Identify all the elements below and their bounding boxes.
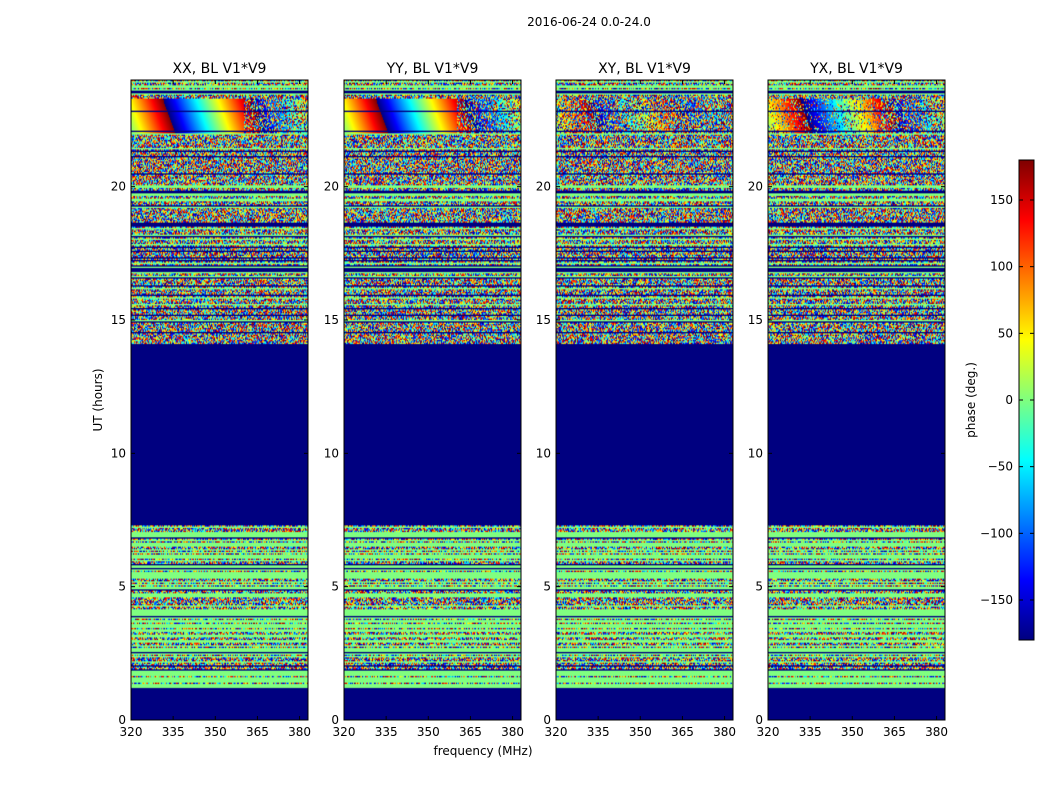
- y-tick-label: 20: [748, 180, 763, 194]
- y-tick-label: 10: [324, 446, 339, 460]
- x-tick-label: 350: [629, 725, 652, 739]
- x-tick-label: 380: [713, 725, 736, 739]
- x-tick-label: 350: [841, 725, 864, 739]
- x-tick-label: 380: [925, 725, 948, 739]
- y-tick-label: 10: [536, 446, 551, 460]
- x-tick-label: 335: [375, 725, 398, 739]
- y-tick-label: 5: [755, 580, 763, 594]
- y-tick-label: 0: [755, 713, 763, 727]
- panel-frame: [130, 79, 309, 721]
- x-tick-label: 365: [459, 725, 482, 739]
- y-tick-label: 0: [331, 713, 339, 727]
- x-tick-label: 320: [120, 725, 143, 739]
- panel-4: YX, BL V1*V9 320 335 350 365 380 0 5 10 15 20: [748, 61, 948, 739]
- colorbar-tick-label: 0: [1005, 393, 1013, 407]
- heatmap-image: [131, 80, 308, 720]
- y-tick-label: 5: [543, 580, 551, 594]
- heatmap-image: [556, 80, 733, 720]
- x-tick-label: 380: [288, 725, 311, 739]
- colorbar-tick-label: 150: [990, 193, 1013, 207]
- colorbar-tick-label: −100: [980, 526, 1013, 540]
- x-tick-label: 320: [545, 725, 568, 739]
- x-tick-label: 335: [799, 725, 822, 739]
- y-tick-label: 5: [331, 580, 339, 594]
- y-tick-label: 0: [118, 713, 126, 727]
- y-tick-label: 15: [324, 313, 339, 327]
- colorbar-tick-label: −150: [980, 593, 1013, 607]
- y-tick-label: 10: [111, 446, 126, 460]
- x-tick-label: 350: [204, 725, 227, 739]
- x-tick-label: 320: [333, 725, 356, 739]
- colorbar-tick-label: 50: [998, 326, 1013, 340]
- panel-frame: [767, 79, 946, 721]
- colorbar-tick-label: −50: [988, 460, 1013, 474]
- heatmap-image: [344, 80, 521, 720]
- colorbar-label: phase (deg.): [964, 362, 978, 438]
- panel-title: YY, BL V1*V9: [386, 61, 479, 77]
- y-tick-label: 0: [543, 713, 551, 727]
- y-tick-label: 20: [536, 180, 551, 194]
- panel-title: XY, BL V1*V9: [598, 61, 691, 77]
- x-tick-label: 365: [671, 725, 694, 739]
- x-tick-label: 380: [501, 725, 524, 739]
- y-tick-label: 5: [118, 580, 126, 594]
- x-tick-label: 335: [162, 725, 185, 739]
- y-axis-label: UT (hours): [91, 368, 105, 431]
- x-tick-label: 320: [757, 725, 780, 739]
- y-tick-label: 15: [748, 313, 763, 327]
- colorbar: 150 100 50 0 −50 −100 −150: [980, 159, 1035, 641]
- panel-frame: [343, 79, 522, 721]
- panel-frame: [555, 79, 734, 721]
- y-tick-label: 20: [111, 180, 126, 194]
- colorbar-tick-label: 100: [990, 260, 1013, 274]
- colorbar-gradient: [1019, 160, 1034, 640]
- x-axis-label: frequency (MHz): [433, 744, 532, 758]
- panel-1: XX, BL V1*V9 320 335 350 365 380 0 5 10 15 20: [111, 61, 311, 739]
- y-tick-label: 20: [324, 180, 339, 194]
- panel-2: YY, BL V1*V9 320 335 350 365 380 0 5 10 15 20: [324, 61, 524, 739]
- x-tick-label: 365: [883, 725, 906, 739]
- x-tick-label: 335: [587, 725, 610, 739]
- heatmap-image: [768, 80, 945, 720]
- panel-title: XX, BL V1*V9: [173, 61, 267, 77]
- x-tick-label: 350: [417, 725, 440, 739]
- x-tick-label: 365: [246, 725, 269, 739]
- y-tick-label: 15: [111, 313, 126, 327]
- y-tick-label: 10: [748, 446, 763, 460]
- figure-suptitle: 2016-06-24 0.0-24.0: [527, 15, 651, 29]
- panel-3: XY, BL V1*V9 320 335 350 365 380 0 5 10 15 20: [536, 61, 736, 739]
- panel-title: YX, BL V1*V9: [809, 61, 903, 77]
- y-tick-label: 15: [536, 313, 551, 327]
